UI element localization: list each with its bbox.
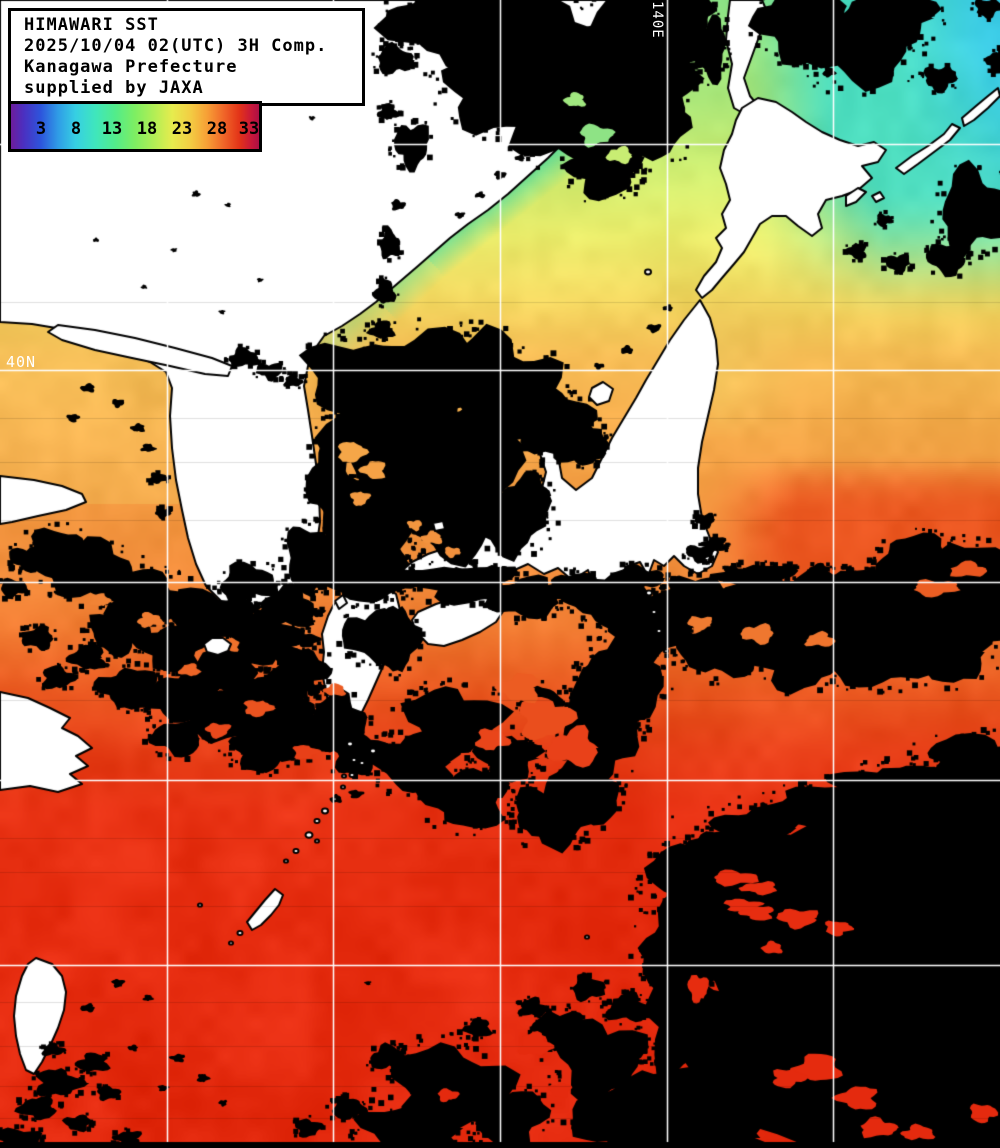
grid-longitude-label: 140E [649, 1, 665, 39]
colorbar-tick: 13 [101, 118, 123, 139]
colorbar-tick: 28 [206, 118, 228, 139]
colorbar-tick: 3 [35, 118, 47, 139]
colorbar-tick: 33 [238, 118, 260, 139]
map-title-datetime: 2025/10/04 02(UTC) 3H Comp. [24, 36, 328, 56]
map-title-product: HIMAWARI SST [24, 15, 159, 35]
colorbar-tick: 8 [70, 118, 82, 139]
map-title-credit: supplied by JAXA [24, 78, 204, 98]
sst-colorbar: 3 8 13 18 23 28 33 [8, 101, 262, 152]
colorbar-tick: 18 [136, 118, 158, 139]
colorbar-tick: 23 [171, 118, 193, 139]
map-title-box: HIMAWARI SST 2025/10/04 02(UTC) 3H Comp.… [8, 8, 365, 106]
grid-latitude-label: 40N [6, 353, 37, 371]
map-title-region: Kanagawa Prefecture [24, 57, 238, 77]
